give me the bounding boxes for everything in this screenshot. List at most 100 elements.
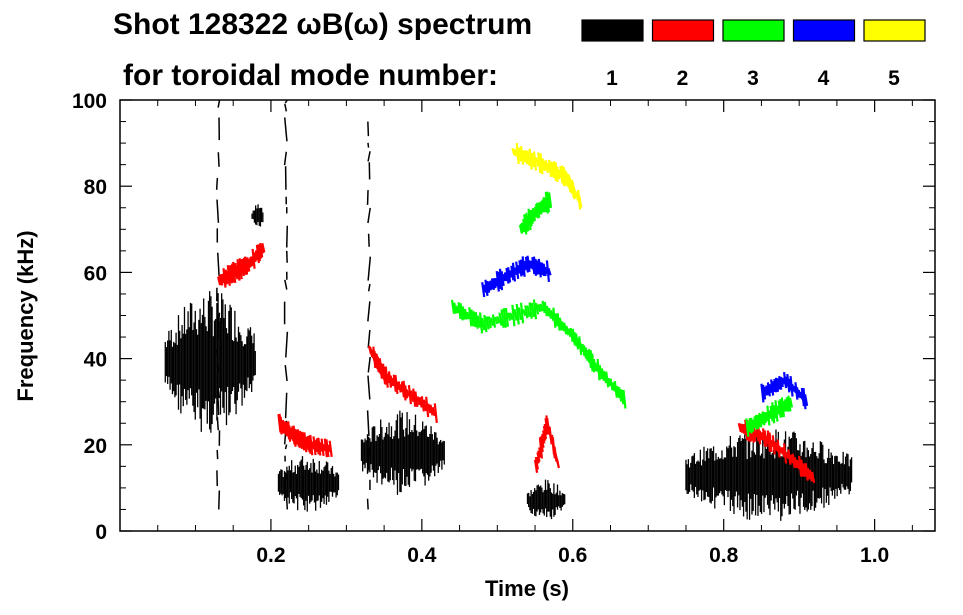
mode-trace	[583, 345, 588, 359]
mode-trace	[605, 371, 610, 388]
mode-1-feature-7	[283, 99, 289, 510]
mode-trace	[490, 278, 496, 290]
mode-trace	[808, 469, 814, 482]
mode-trace	[530, 209, 535, 222]
mode-trace	[769, 405, 774, 422]
mode-trace	[312, 436, 317, 456]
mode-4-feature-17	[481, 255, 552, 298]
mode-trace	[249, 256, 254, 267]
mode-trace	[591, 353, 596, 373]
mode-trace	[502, 308, 507, 328]
mode-trace	[766, 382, 771, 397]
legend-label-3: 3	[747, 67, 759, 90]
y-axis-label: Frequency (kHz)	[13, 230, 38, 401]
mode-trace	[389, 375, 394, 387]
mode-trace	[502, 273, 507, 282]
mode-trace	[526, 150, 531, 166]
vertical-streak	[367, 301, 371, 322]
mode-trace	[523, 260, 528, 271]
mode-trace	[478, 312, 484, 334]
mode-trace	[533, 459, 539, 474]
mode-trace	[511, 262, 517, 282]
mode-trace	[607, 377, 612, 387]
vertical-streak	[285, 495, 289, 510]
mode-trace	[556, 313, 561, 331]
mode-trace	[768, 432, 773, 453]
mode-trace	[317, 437, 322, 456]
mode-trace	[761, 428, 767, 447]
mode-trace	[260, 244, 265, 254]
mode-trace	[537, 450, 542, 458]
mode-trace	[247, 259, 252, 268]
mode-trace	[459, 303, 464, 321]
mode-trace	[791, 453, 796, 468]
vertical-streak	[284, 365, 288, 382]
mode-trace	[800, 459, 805, 477]
vertical-streak	[215, 349, 220, 372]
mode-trace	[507, 267, 512, 283]
mode-trace	[784, 376, 789, 387]
mode-trace	[558, 317, 563, 331]
vertical-streak	[367, 142, 370, 148]
mode-trace	[400, 381, 405, 398]
mode-trace	[773, 441, 778, 451]
mode-trace	[540, 262, 546, 277]
mode-trace	[496, 316, 501, 324]
mode-trace	[256, 244, 262, 262]
mode-trace	[542, 430, 547, 441]
mode-trace	[774, 377, 780, 392]
mode-trace	[500, 271, 505, 287]
legend-swatch-4	[792, 19, 856, 42]
mode-trace	[740, 423, 746, 434]
mode-trace	[571, 328, 576, 346]
mode-trace	[537, 152, 542, 174]
chart-title-line1: Shot 128322 ωB(ω) spectrum	[113, 8, 532, 41]
mode-trace	[386, 373, 391, 384]
mode-3-feature-15	[518, 191, 553, 235]
mode-trace	[470, 309, 475, 327]
mode-trace	[468, 307, 473, 327]
mode-trace	[764, 411, 769, 422]
mode-trace	[770, 379, 775, 396]
mode-trace	[739, 423, 744, 433]
vertical-streak	[284, 392, 288, 419]
mode-trace	[519, 223, 525, 233]
mode-trace	[252, 253, 257, 263]
mode-trace	[787, 378, 793, 391]
mode-trace	[422, 399, 428, 412]
axes-ticks: 0.2 0.4 0.6 0.8 1.0 0 20 40 60 80 100	[72, 90, 935, 567]
vertical-streak	[285, 331, 289, 358]
legend-swatch-5	[863, 19, 926, 42]
mode-1-feature-4	[526, 479, 566, 520]
y-tick-label: 0	[95, 521, 107, 544]
mode-trace	[399, 384, 404, 393]
mode-trace	[530, 302, 535, 318]
mode-trace	[492, 278, 497, 289]
mode-trace	[774, 400, 779, 422]
mode-trace	[500, 309, 505, 328]
vertical-streak	[284, 103, 288, 112]
mode-trace	[497, 271, 502, 290]
vertical-streak	[217, 99, 221, 108]
mode-trace	[323, 438, 328, 458]
mode-trace	[429, 404, 434, 416]
mode-3-feature-16	[745, 395, 794, 437]
mode-trace	[552, 161, 558, 182]
vertical-streak	[283, 117, 288, 142]
mode-trace	[521, 256, 526, 277]
mode-trace	[773, 378, 778, 393]
mode-trace	[307, 435, 312, 455]
mode-trace	[472, 311, 477, 328]
mode-trace	[535, 302, 540, 315]
mode-trace	[537, 258, 542, 278]
y-tick-label: 80	[84, 176, 107, 199]
mode-trace	[547, 192, 553, 208]
mode-trace	[804, 394, 809, 407]
legend-label-1: 1	[606, 67, 618, 90]
mode-trace	[539, 202, 544, 213]
mode-trace	[759, 413, 764, 425]
mode-trace	[779, 376, 784, 388]
mode-trace	[791, 383, 796, 392]
mode-trace	[586, 350, 591, 363]
mode-trace	[517, 147, 522, 162]
